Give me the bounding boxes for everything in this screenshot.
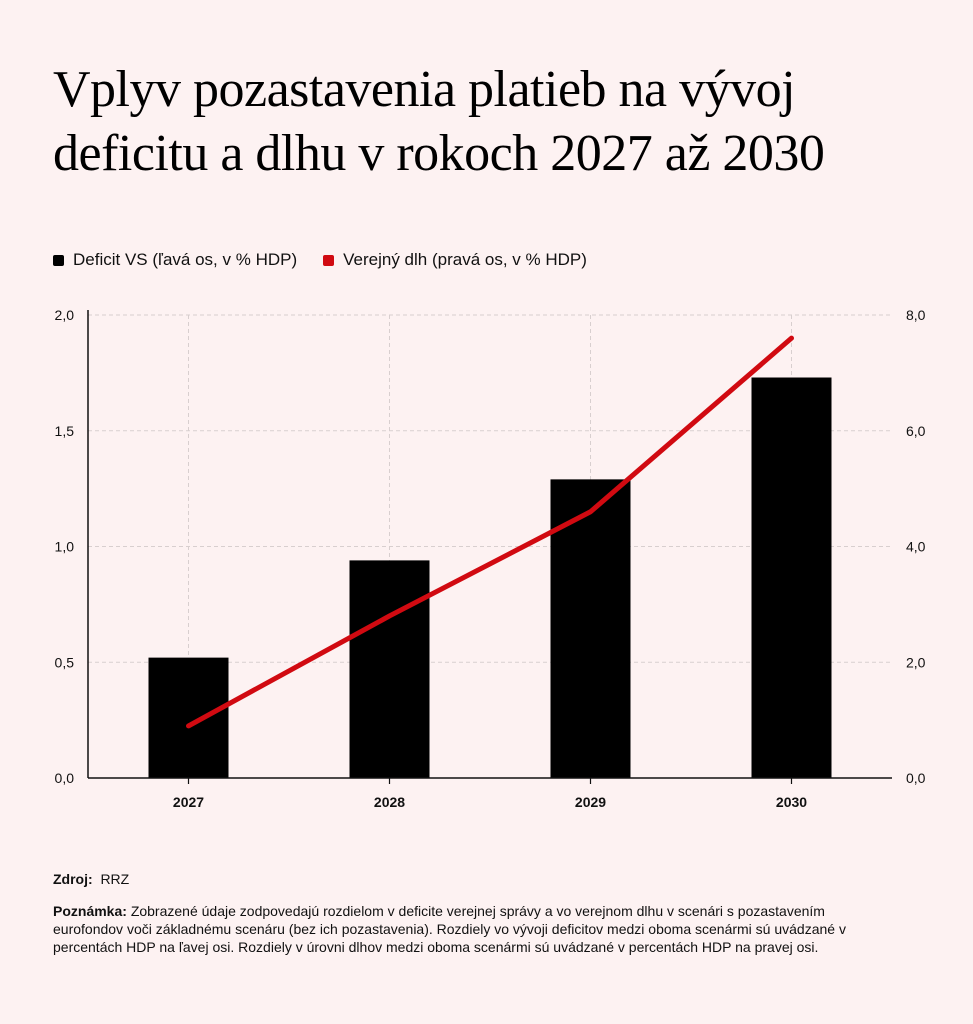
note-text: Zobrazené údaje zodpovedajú rozdielom v … <box>53 903 846 955</box>
legend-swatch-deficit <box>53 254 64 266</box>
y-tick-right: 4,0 <box>906 539 926 555</box>
source: Zdroj: RRZ <box>53 871 129 887</box>
y-tick-left: 1,5 <box>55 423 75 439</box>
x-tick-label: 2028 <box>374 794 405 810</box>
bar-deficit <box>751 377 832 778</box>
line-debt <box>186 335 794 729</box>
legend: Deficit VS (ľavá os, v % HDP) Verejný dl… <box>53 250 587 270</box>
bar-deficit <box>349 560 430 778</box>
chart-plot: 0,0 0,5 1,0 1,5 2,0 0,0 2,0 4,0 6,0 8,0 2027 2028 20… <box>55 307 926 810</box>
bar-deficit <box>550 479 631 778</box>
y-tick-right: 6,0 <box>906 423 926 439</box>
y-tick-right: 8,0 <box>906 307 926 323</box>
note-label: Poznámka: <box>53 903 127 919</box>
y-tick-left: 0,0 <box>55 770 75 786</box>
x-tick-label: 2027 <box>173 794 204 810</box>
bar-deficit <box>148 657 229 778</box>
chart-title: Vplyv pozastavenia platieb na vývoj defi… <box>53 58 953 186</box>
y-tick-left: 0,5 <box>55 654 75 670</box>
legend-item-deficit: Deficit VS (ľavá os, v % HDP) <box>53 250 297 270</box>
x-tick-label: 2030 <box>776 794 807 810</box>
legend-label-debt: Verejný dlh (pravá os, v % HDP) <box>343 250 587 269</box>
source-value: RRZ <box>100 871 130 887</box>
note: Poznámka: Zobrazené údaje zodpovedajú ro… <box>53 902 873 956</box>
legend-swatch-debt <box>323 254 335 266</box>
y-tick-left: 1,0 <box>55 539 75 555</box>
y-tick-left: 2,0 <box>55 307 75 323</box>
x-tick-label: 2029 <box>575 794 606 810</box>
legend-label-deficit: Deficit VS (ľavá os, v % HDP) <box>73 250 298 269</box>
source-label: Zdroj: <box>53 871 93 887</box>
title-line-1: Vplyv pozastavenia platieb na vývoj <box>53 61 796 118</box>
y-tick-right: 0,0 <box>906 770 926 786</box>
y-tick-right: 2,0 <box>906 654 926 670</box>
legend-item-debt: Verejný dlh (pravá os, v % HDP) <box>323 250 587 270</box>
title-line-2: deficitu a dlhu v rokoch 2027 až 2030 <box>53 125 825 182</box>
